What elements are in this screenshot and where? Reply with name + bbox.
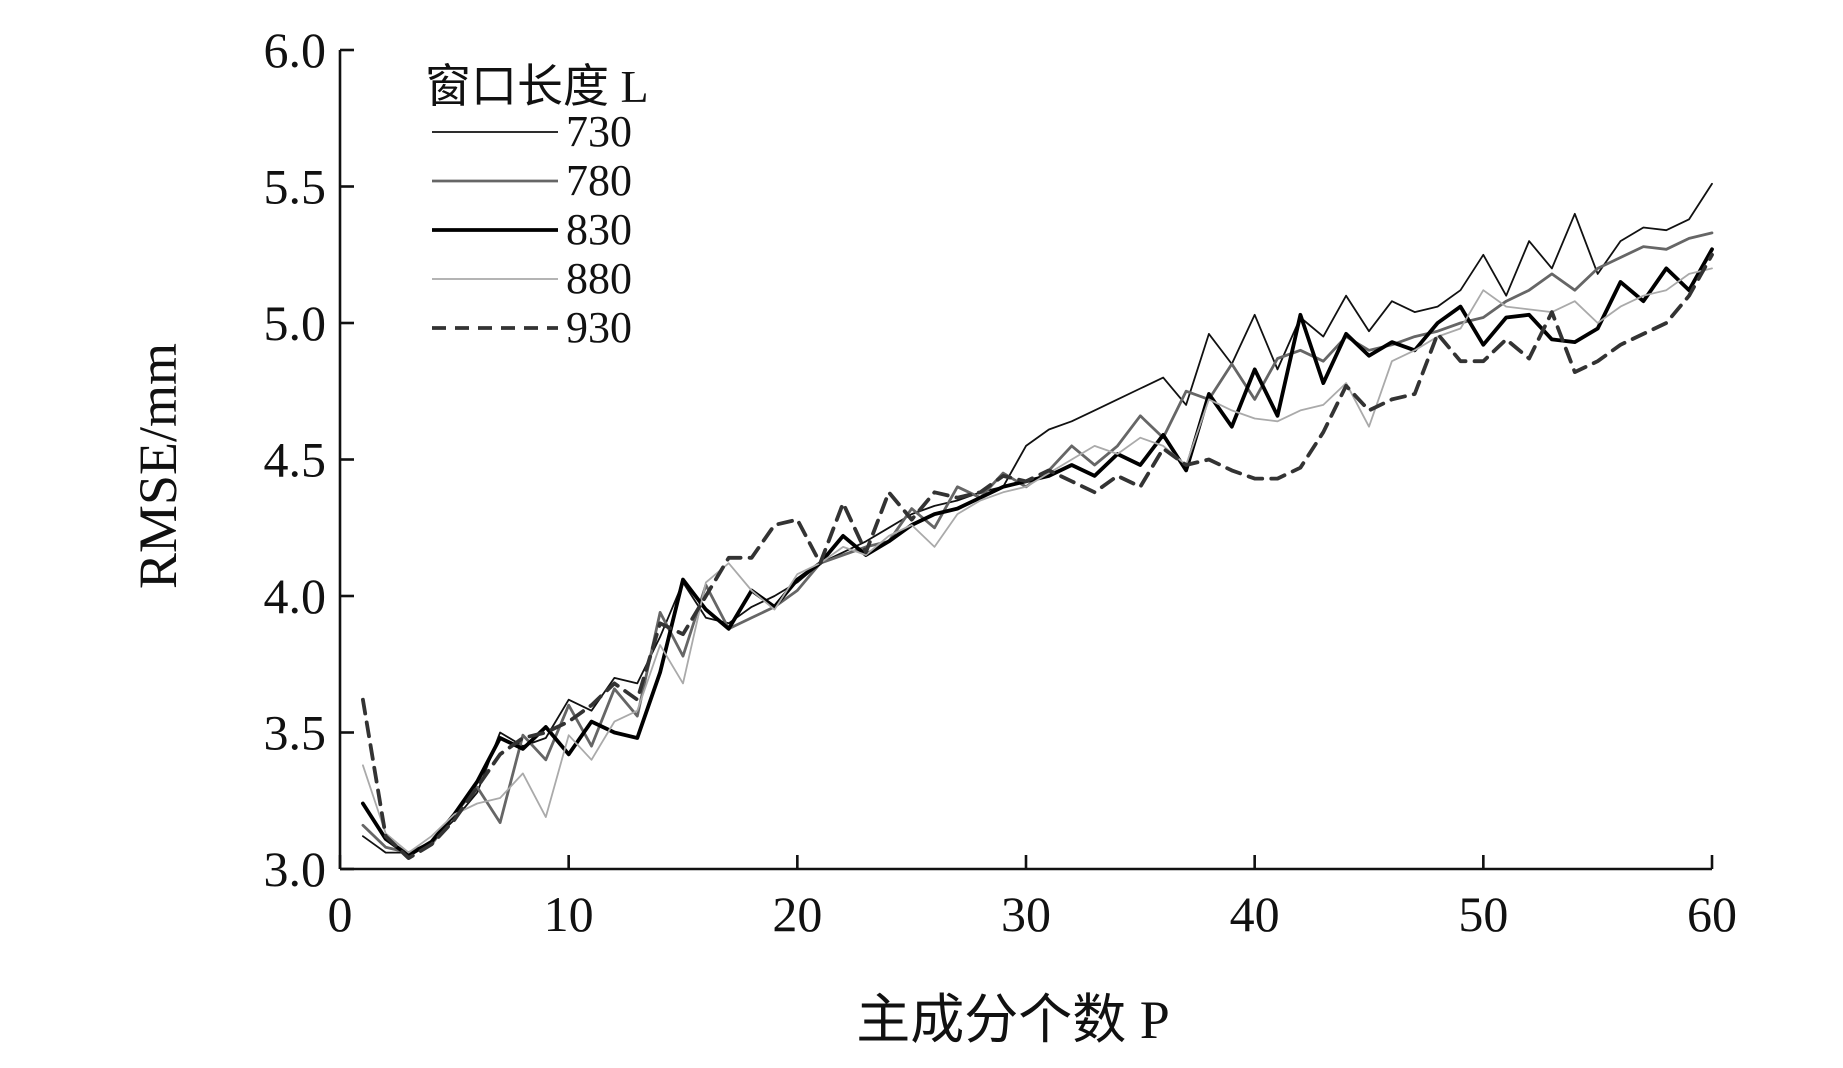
y-tick-label: 3.0: [264, 841, 327, 897]
series-line-730: [361, 182, 1713, 854]
series-line-830: [360, 247, 1714, 858]
legend-label-930: 930: [566, 303, 632, 352]
y-tick-label: 4.0: [264, 568, 327, 624]
y-tick-label: 5.5: [264, 159, 327, 215]
x-tick-label: 20: [772, 886, 822, 942]
y-tick-label: 4.5: [264, 432, 327, 488]
legend-title: 窗口长度 L: [425, 61, 649, 112]
x-tick-label: 30: [1001, 886, 1051, 942]
axes: 0 10 20 30 40 50 60 3.0 3.5 4.0 4.5 5.0 5.5 6.0: [264, 22, 1738, 942]
x-axis-title: 主成分个数 P: [856, 990, 1170, 1050]
x-tick-label: 40: [1230, 886, 1280, 942]
legend-label-880: 880: [566, 254, 632, 303]
x-tick-label: 10: [544, 886, 594, 942]
legend-label-830: 830: [566, 205, 632, 254]
x-tick-label: 50: [1458, 886, 1508, 942]
y-axis-title: RMSE/mm: [128, 343, 188, 589]
x-tick-label: 0: [328, 886, 353, 942]
series-line-930: [360, 252, 1714, 860]
y-tick-label: 6.0: [264, 22, 327, 78]
x-tick-label: 60: [1687, 886, 1737, 942]
legend-label-730: 730: [566, 107, 632, 156]
y-tick-label: 3.5: [264, 705, 327, 761]
series-line-880: [361, 267, 1713, 854]
y-tick-label: 5.0: [264, 295, 327, 351]
legend-label-780: 780: [566, 156, 632, 205]
series-lines: [360, 182, 1714, 860]
